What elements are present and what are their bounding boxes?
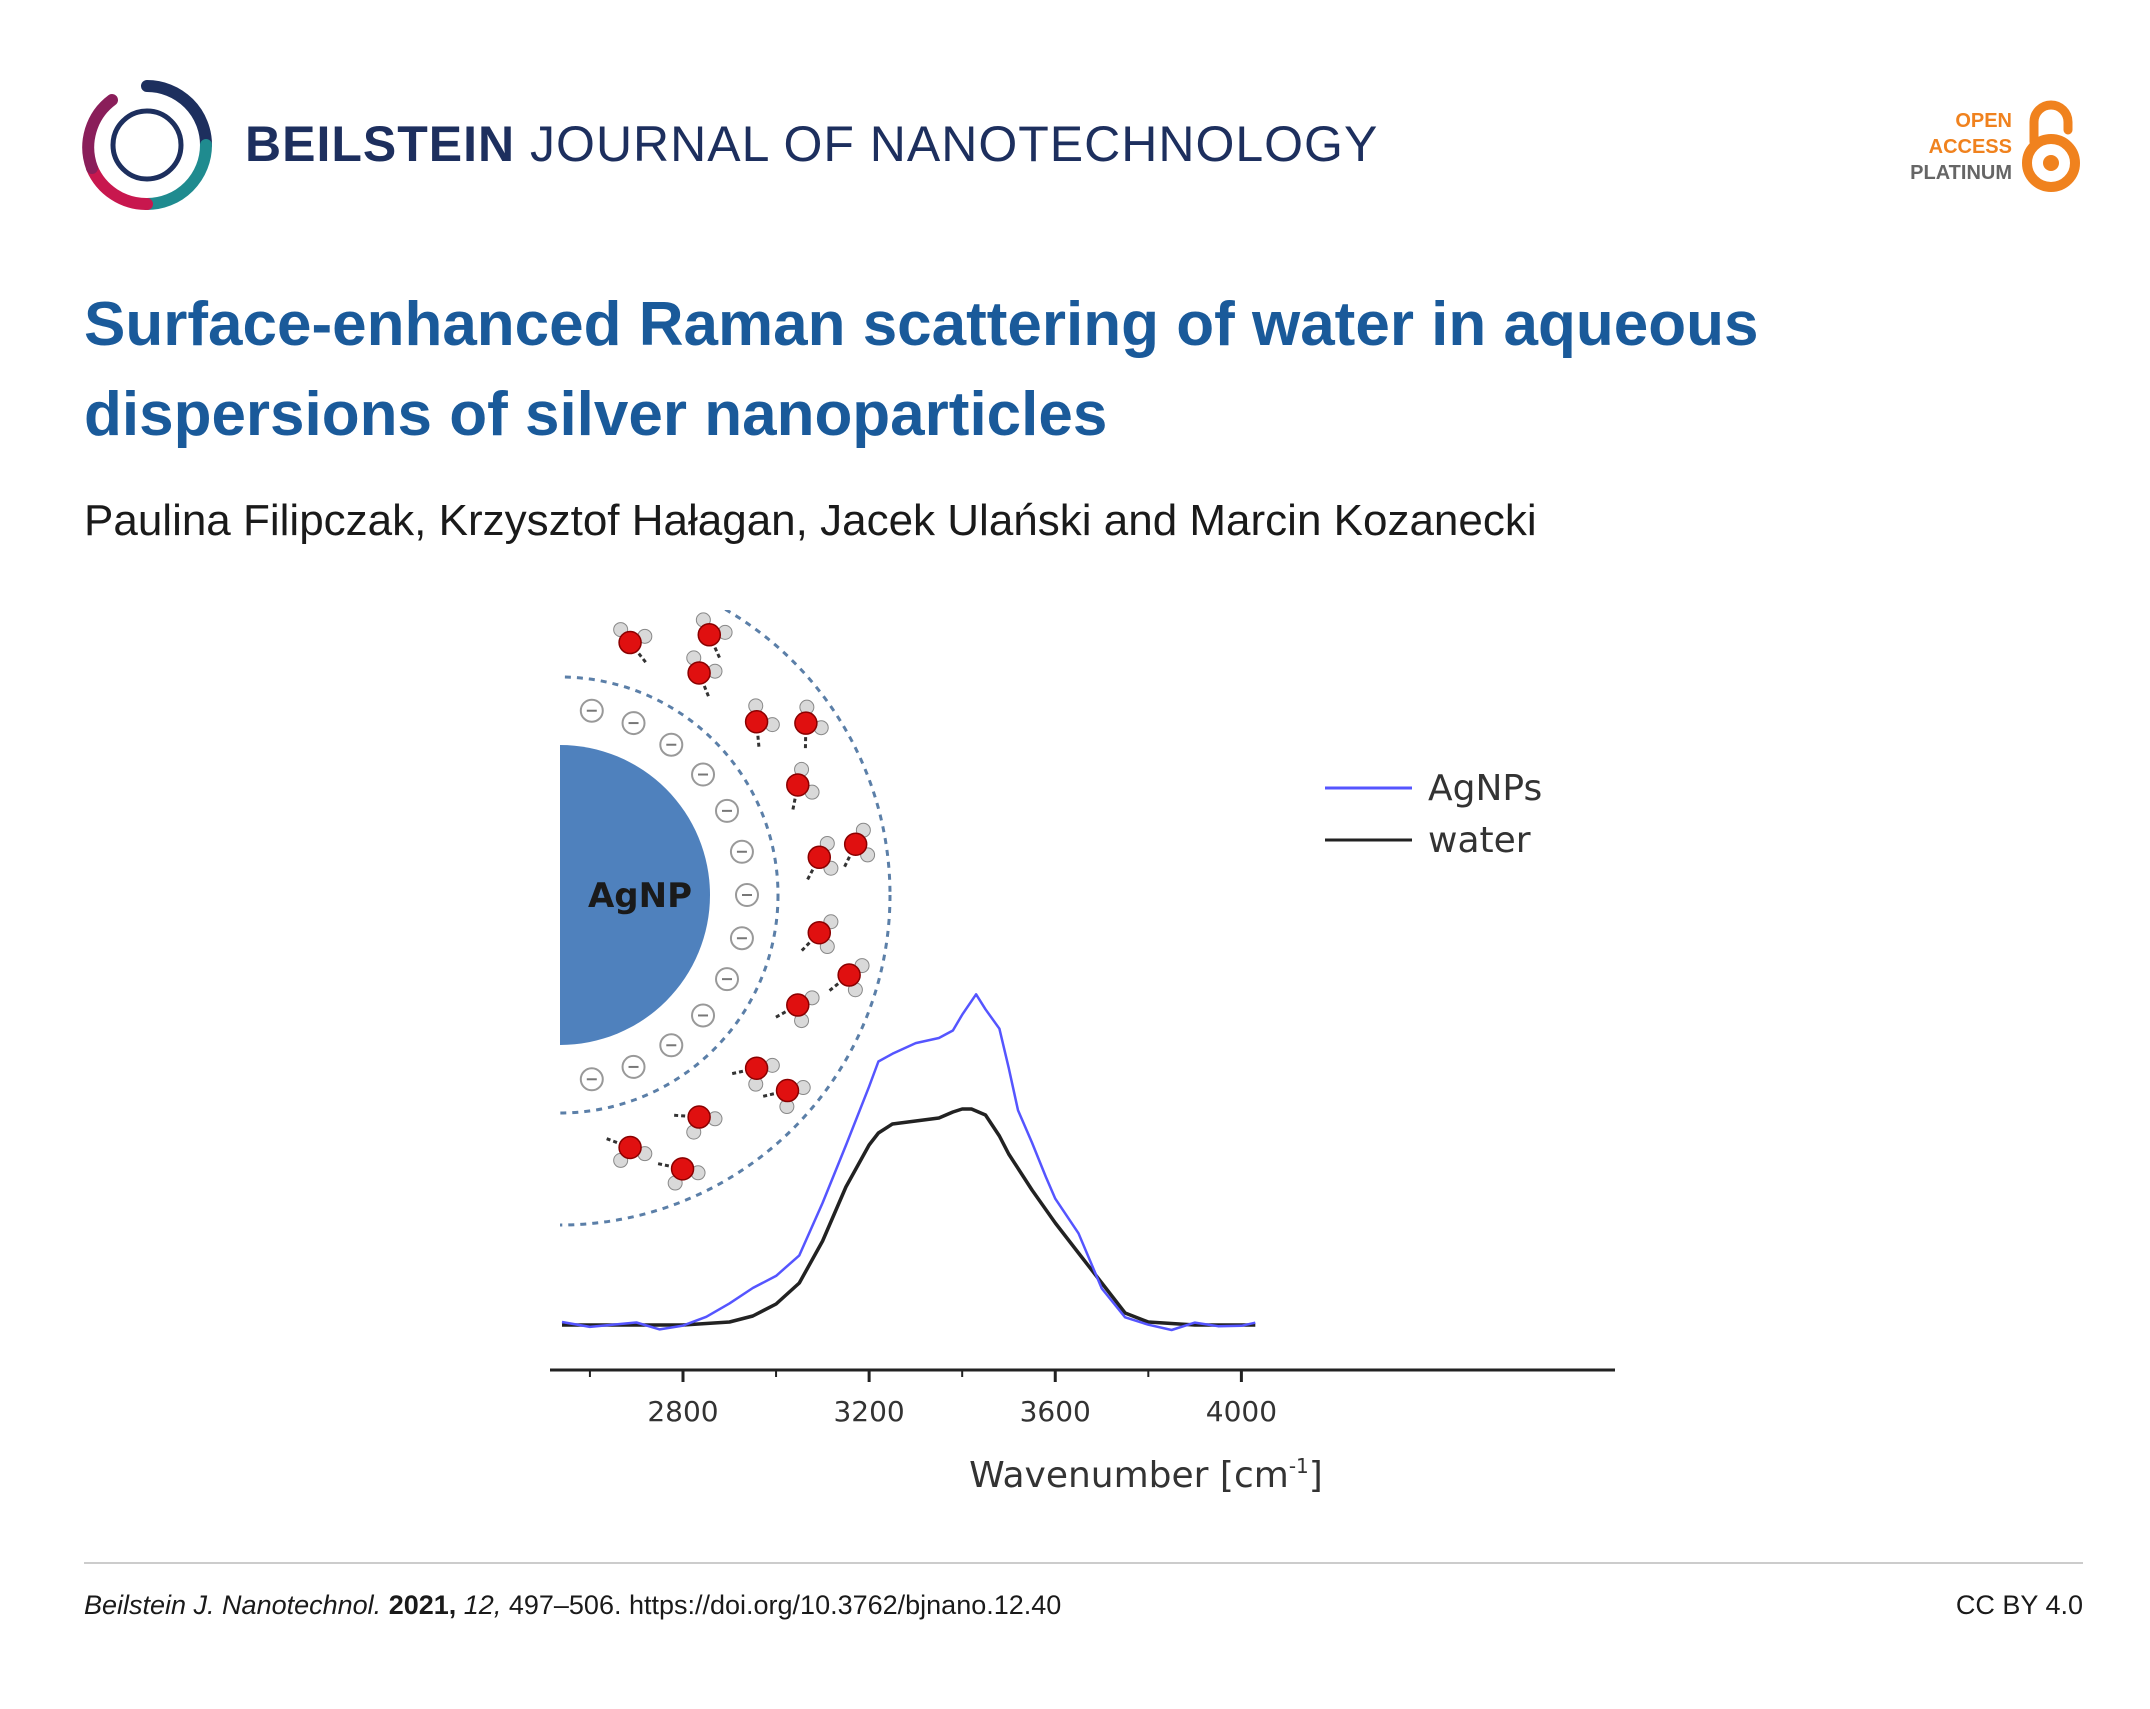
open-access-line1: OPEN	[1955, 110, 2012, 132]
footer-divider	[84, 1562, 2083, 1564]
water-molecule-8	[673, 1105, 723, 1140]
license: CC BY 4.0	[1955, 1590, 2083, 1620]
x-tick-label-2: 3600	[1020, 1395, 1091, 1428]
article-title: Surface-enhanced Raman scattering of wat…	[84, 290, 1759, 449]
water-molecule-5	[800, 914, 839, 955]
water-molecule-15	[656, 1157, 706, 1191]
open-access-line2: ACCESS	[1928, 136, 2012, 158]
series-line-agnps	[561, 993, 1256, 1332]
water-molecule-12	[842, 822, 876, 869]
x-tick-label-0: 2800	[647, 1395, 718, 1428]
water-molecule-10	[695, 612, 733, 660]
x-tick-label-1: 3200	[833, 1395, 904, 1428]
journal-logo	[82, 80, 212, 210]
journal-abbrev: Beilstein J. Nanotechnol.	[84, 1590, 382, 1620]
water-molecule-9	[605, 1135, 653, 1168]
citation-volume: 12,	[463, 1590, 502, 1620]
water-molecule-14	[761, 1078, 811, 1115]
open-lock-icon	[2022, 100, 2080, 192]
legend: AgNPs water	[1325, 768, 1542, 861]
water-molecule-4	[805, 835, 839, 881]
series-line-water	[562, 1107, 1256, 1327]
water-molecule-13	[827, 958, 870, 998]
legend-label-1: water	[1428, 820, 1531, 861]
raman-chart: 2800 3200 3600 4000 AgNPs water Wavenumber […	[550, 768, 1615, 1496]
article-authors: Paulina Filipczak, Krzysztof Hałagan, Ja…	[84, 496, 1537, 545]
water-molecule-7	[730, 1056, 780, 1092]
citation: Beilstein J. Nanotechnol. 2021, 12, 497–…	[84, 1590, 1061, 1621]
water-molecule-1	[686, 650, 723, 698]
nanoparticle-label: AgNP	[588, 876, 692, 916]
journal-name: BEILSTEIN JOURNAL OF NANOTECHNOLOGY	[245, 115, 1378, 173]
silver-nanoparticle	[560, 745, 710, 1045]
citation-pages-doi: 497–506. https://doi.org/10.3762/bjnano.…	[508, 1590, 1062, 1620]
open-access-line3: PLATINUM	[1910, 162, 2012, 184]
water-molecule-11	[794, 699, 829, 750]
journal-name-rest: JOURNAL OF NANOTECHNOLOGY	[530, 116, 1379, 172]
water-molecule-6	[774, 990, 820, 1029]
graphical-abstract: AgNP 2800 3200 3600 4000 AgNPs water Wavenum…	[550, 610, 1615, 1496]
open-access-text: OPEN ACCESS PLATINUM	[1910, 108, 2012, 186]
x-axis-label: Wavenumber [cm-1]	[969, 1454, 1323, 1496]
legend-label-0: AgNPs	[1428, 768, 1542, 809]
citation-year: 2021,	[388, 1590, 457, 1620]
open-access-badge: OPEN ACCESS PLATINUM	[1852, 100, 2082, 200]
x-tick-label-3: 4000	[1206, 1395, 1277, 1428]
nanoparticle-illustration: AgNP	[560, 610, 892, 1227]
water-molecule-3	[786, 761, 820, 811]
water-molecule-2	[744, 698, 780, 748]
water-molecule-0	[613, 622, 653, 664]
journal-name-bold: BEILSTEIN	[245, 116, 516, 172]
